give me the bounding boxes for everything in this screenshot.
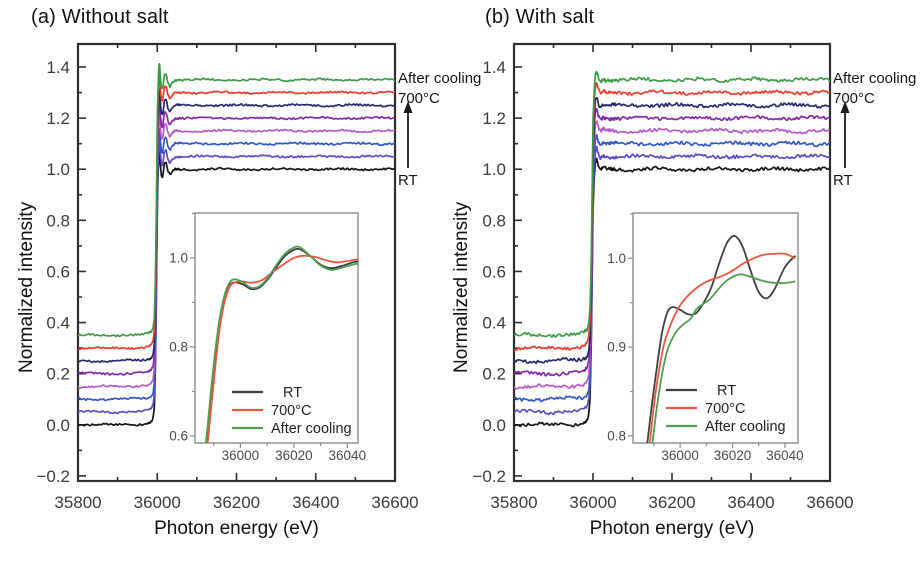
inset-xtick-label: 36040: [329, 448, 367, 463]
heating-arrow-a: [403, 101, 413, 168]
ytick-label: 1.4: [482, 58, 506, 77]
inset-ytick-label: 1.0: [169, 250, 188, 265]
annotation-after-cooling-a: After cooling: [398, 70, 482, 87]
legend-label-RT: RT: [717, 383, 736, 399]
legend-label-After cooling: After cooling: [271, 421, 352, 437]
inset-ytick-label: 0.6: [169, 428, 188, 443]
ytick-label: 0.8: [482, 211, 506, 230]
xtick-label: 36200: [648, 493, 695, 512]
curve-b-4: [514, 107, 830, 377]
inset-ytick-label: 0.9: [607, 340, 626, 355]
inset-b: 36000 36020 36040 0.8 0.9 1.0 RT 700°C After coo…: [607, 212, 804, 463]
panel-a-title: (a) Without salt: [31, 6, 169, 28]
inset-xtick-label: 36000: [222, 448, 260, 463]
ytick-label: 1.2: [46, 109, 70, 128]
ytick-label: 1.0: [482, 160, 506, 179]
inset-frame: [194, 212, 359, 444]
curve-a-0-RT: [78, 151, 395, 427]
inset-legend-b: RT 700°C After cooling: [666, 383, 786, 435]
panel-b-yaxis-label: Normalized intensity: [451, 201, 472, 373]
xtick-label: 35800: [490, 493, 537, 512]
inset-curves: [204, 245, 358, 443]
legend-label-After cooling: After cooling: [705, 419, 786, 435]
curve-b-5: [514, 97, 830, 365]
panel-a-xaxis-label: Photon energy (eV): [154, 518, 319, 539]
xtick-label: 36200: [213, 493, 260, 512]
ytick-label: 0.0: [46, 416, 70, 435]
curve-a-2: [78, 127, 395, 402]
curves-b: [514, 70, 830, 428]
curve-a-7-After cooling: [78, 63, 395, 338]
ytick-label: −0.2: [472, 467, 506, 486]
heating-arrow-b: [840, 101, 850, 168]
curve-a-6-700°C: [78, 75, 395, 351]
annotation-rt-a: RT: [398, 172, 418, 189]
panel-b-title: (b) With salt: [485, 6, 595, 28]
ytick-label: 0.6: [482, 262, 506, 281]
annotation-700c-a: 700°C: [398, 90, 440, 107]
annotation-after-cooling-b: After cooling: [833, 70, 917, 87]
xtick-label: 36600: [806, 493, 853, 512]
inset-ticks: [628, 213, 786, 448]
inset-a: 36000 36020 36040 0.6 0.8 1.0 RT 700°C After coo…: [169, 212, 367, 463]
inset-curve-After cooling: [651, 273, 796, 443]
ytick-label: 0.4: [46, 314, 70, 333]
ytick-label: 0.8: [46, 211, 70, 230]
xtick-label: 36600: [371, 493, 418, 512]
ytick-label: 0.6: [46, 262, 70, 281]
ytick-label: 0.2: [46, 365, 70, 384]
inset-ticks: [190, 212, 348, 448]
curve-a-3: [78, 113, 395, 389]
inset-ytick-label: 1.0: [607, 251, 626, 266]
inset-xtick-label: 36040: [766, 448, 804, 463]
curve-a-4: [78, 100, 395, 376]
inset-curves: [646, 235, 797, 443]
panel-b: 35800 36000 36200 36400 36600 −0.2 0.0 0.2 0.4 0.…: [472, 42, 854, 512]
inset-curve-700°C: [206, 254, 358, 443]
legend-label-700°C: 700°C: [705, 401, 745, 417]
panel-a: 35800 36000 36200 36400 36600 −0.2 0.0 0.2 0.4 0.…: [36, 42, 419, 512]
curve-b-6-700°C: [514, 82, 830, 352]
ytick-label: 0.0: [482, 416, 506, 435]
ytick-label: 1.4: [46, 58, 70, 77]
panel-b-xaxis-label: Photon energy (eV): [589, 518, 755, 539]
curve-b-0-RT: [514, 157, 830, 428]
xtick-label: 36000: [134, 493, 181, 512]
curve-b-7-After cooling: [514, 70, 830, 339]
annotation-rt-b: RT: [833, 172, 853, 189]
ytick-label: −0.2: [36, 467, 70, 486]
curve-a-5: [78, 88, 395, 364]
inset-xtick-label: 36020: [275, 448, 313, 463]
xtick-label: 36000: [569, 493, 616, 512]
panel-a-yaxis-label: Normalized intensity: [16, 201, 37, 373]
xtick-label: 35800: [54, 493, 101, 512]
xtick-label: 36400: [292, 493, 339, 512]
annotation-700c-b: 700°C: [833, 90, 875, 107]
legend-label-RT: RT: [283, 385, 302, 401]
inset-xtick-label: 36020: [714, 448, 752, 463]
ytick-label: 1.2: [482, 109, 506, 128]
ytick-label: 1.0: [46, 160, 70, 179]
ytick-label: 0.4: [482, 314, 506, 333]
inset-ytick-label: 0.8: [607, 428, 626, 443]
inset-curve-700°C: [648, 252, 796, 443]
inset-frame: [632, 212, 799, 444]
inset-curve-RT: [646, 235, 797, 443]
inset-curve-After cooling: [204, 245, 358, 443]
inset-legend-a: RT 700°C After cooling: [232, 385, 352, 437]
curve-b-1: [514, 145, 830, 416]
curve-a-1: [78, 140, 395, 415]
curve-b-2: [514, 133, 830, 403]
inset-ytick-label: 0.8: [169, 339, 188, 354]
xtick-label: 36400: [727, 493, 774, 512]
inset-xtick-label: 36000: [661, 448, 699, 463]
curves-a: [78, 63, 395, 427]
legend-label-700°C: 700°C: [271, 403, 311, 419]
curve-b-3: [514, 120, 830, 390]
ytick-label: 0.2: [482, 365, 506, 384]
